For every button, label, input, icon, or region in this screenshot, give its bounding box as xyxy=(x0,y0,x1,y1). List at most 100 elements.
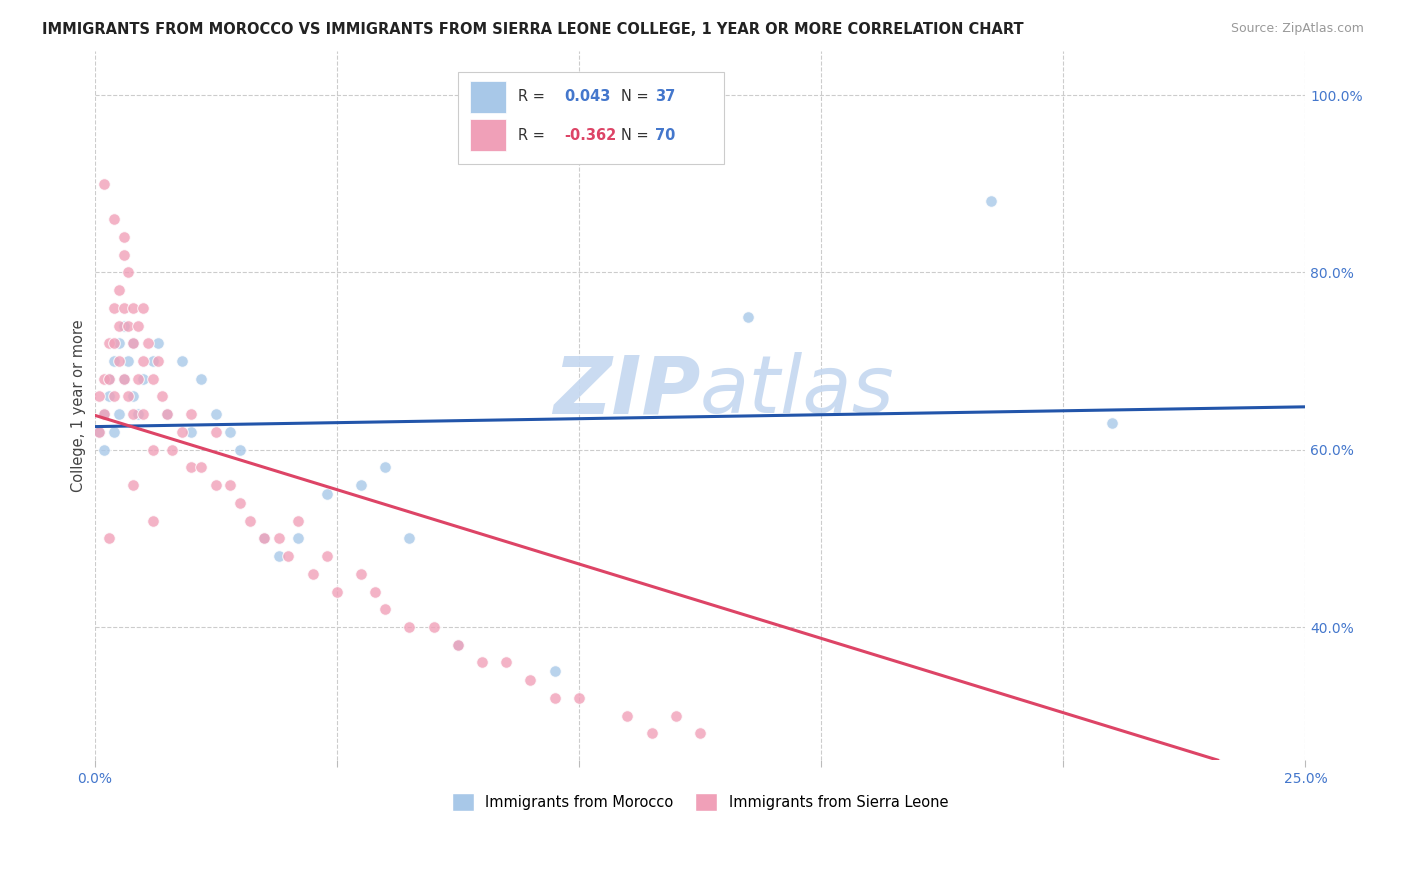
Point xyxy=(142,442,165,457)
Point xyxy=(132,407,155,421)
Point xyxy=(107,318,129,333)
Point xyxy=(737,310,759,324)
Point xyxy=(112,230,135,244)
Point xyxy=(93,442,115,457)
Point xyxy=(253,532,276,546)
Point xyxy=(89,389,111,403)
Point xyxy=(107,354,129,368)
Point xyxy=(229,442,252,457)
Point xyxy=(122,301,145,315)
Text: 70: 70 xyxy=(655,128,675,144)
Point xyxy=(170,425,193,439)
Bar xyxy=(470,81,506,113)
Point xyxy=(219,478,242,492)
Point xyxy=(107,336,129,351)
Point xyxy=(117,354,139,368)
Point xyxy=(132,301,155,315)
Point xyxy=(112,318,135,333)
Text: Source: ZipAtlas.com: Source: ZipAtlas.com xyxy=(1230,22,1364,36)
Point xyxy=(103,212,125,227)
Point xyxy=(103,336,125,351)
Point xyxy=(350,478,373,492)
Point xyxy=(142,514,165,528)
Point xyxy=(1101,416,1123,430)
Point xyxy=(160,442,183,457)
Point xyxy=(204,407,226,421)
Point xyxy=(180,407,202,421)
Point xyxy=(93,372,115,386)
Point xyxy=(238,514,260,528)
Point xyxy=(422,620,444,634)
Point xyxy=(447,638,470,652)
Point xyxy=(127,372,149,386)
Bar xyxy=(458,72,724,164)
Point xyxy=(616,708,638,723)
Point xyxy=(98,336,121,351)
Point xyxy=(132,354,155,368)
Point xyxy=(665,708,688,723)
Point xyxy=(156,407,179,421)
Point xyxy=(190,372,212,386)
Point xyxy=(112,301,135,315)
Point xyxy=(127,407,149,421)
Point xyxy=(122,478,145,492)
Point xyxy=(98,372,121,386)
Point xyxy=(142,354,165,368)
Point xyxy=(93,407,115,421)
Point xyxy=(364,584,387,599)
Legend: Immigrants from Morocco, Immigrants from Sierra Leone: Immigrants from Morocco, Immigrants from… xyxy=(446,787,955,816)
Point xyxy=(103,354,125,368)
Point xyxy=(219,425,242,439)
Point xyxy=(107,407,129,421)
Point xyxy=(122,407,145,421)
Point xyxy=(93,177,115,191)
Point xyxy=(277,549,299,563)
Point xyxy=(316,549,339,563)
Point xyxy=(229,496,252,510)
Text: atlas: atlas xyxy=(700,352,894,430)
Point xyxy=(103,389,125,403)
Point xyxy=(117,389,139,403)
Point xyxy=(89,425,111,439)
Point xyxy=(287,514,309,528)
Point xyxy=(98,372,121,386)
Point xyxy=(103,425,125,439)
Point xyxy=(103,301,125,315)
Point xyxy=(112,247,135,261)
Y-axis label: College, 1 year or more: College, 1 year or more xyxy=(72,319,86,491)
Point xyxy=(117,318,139,333)
Point xyxy=(112,372,135,386)
Point xyxy=(180,460,202,475)
Point xyxy=(190,460,212,475)
Point xyxy=(127,318,149,333)
Point xyxy=(568,690,591,705)
Point xyxy=(447,638,470,652)
Point xyxy=(146,336,169,351)
Point xyxy=(398,532,420,546)
Point xyxy=(122,336,145,351)
Point xyxy=(117,265,139,279)
Point xyxy=(374,460,396,475)
Text: N =: N = xyxy=(621,128,654,144)
Point xyxy=(107,283,129,297)
Text: R =: R = xyxy=(519,89,550,104)
Point xyxy=(98,532,121,546)
Point xyxy=(640,726,662,740)
Point xyxy=(267,549,290,563)
Point xyxy=(267,532,290,546)
Point xyxy=(471,656,494,670)
Point xyxy=(544,665,567,679)
Point xyxy=(136,336,159,351)
Point xyxy=(204,425,226,439)
Point xyxy=(142,372,165,386)
Point xyxy=(98,389,121,403)
Text: ZIP: ZIP xyxy=(553,352,700,430)
Point xyxy=(301,566,323,581)
Point xyxy=(156,407,179,421)
Point xyxy=(204,478,226,492)
Point xyxy=(689,726,711,740)
Point xyxy=(519,673,541,688)
Point xyxy=(374,602,396,616)
Point xyxy=(316,487,339,501)
Point xyxy=(170,354,193,368)
